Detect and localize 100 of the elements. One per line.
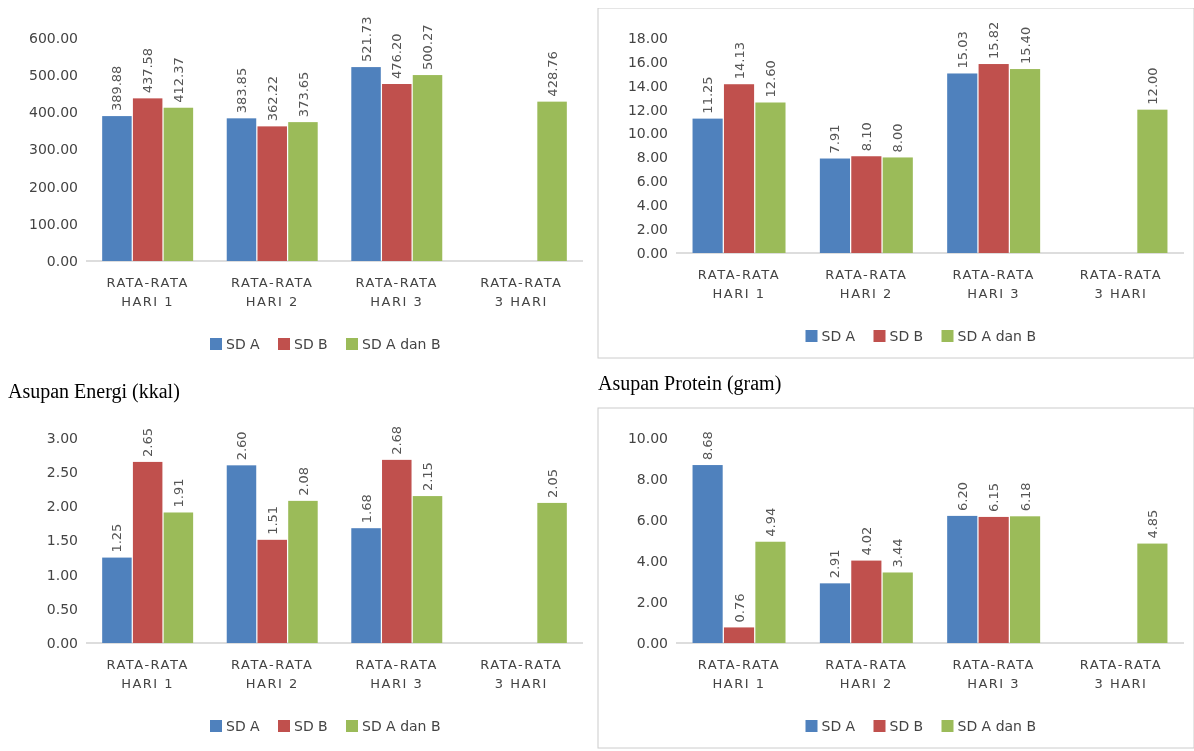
data-label: 15.03 [954,31,970,69]
y-tick-label: 16.00 [627,53,668,70]
legend-label: SD B [294,717,328,734]
x-tick-label: RATA-RATA HARI 3 [355,657,438,691]
data-label: 373.65 [295,71,311,118]
data-label: 2.91 [827,549,843,579]
legend-label: SD A [821,717,856,734]
x-tick-label: RATA-RATA HARI 1 [697,267,781,301]
bar [1009,516,1041,643]
bar [1009,69,1041,253]
x-tick-label: RATA-RATA 3 HARI [480,275,563,309]
bar [851,156,882,253]
bar [819,583,851,643]
y-tick-label: 500.00 [29,67,78,84]
bar [351,67,381,261]
legend-label: SD B [889,717,924,734]
bar [163,512,194,643]
bar [412,496,443,643]
data-label: 6.18 [1017,482,1033,512]
y-tick-label: 6.00 [636,511,668,528]
x-tick-label: RATA-RATA HARI 3 [355,275,438,309]
legend-label: SD B [294,335,328,352]
bar [947,515,978,643]
y-tick-label: 2.00 [636,593,668,610]
y-tick-label: 4.00 [636,197,668,214]
bar [102,116,132,261]
data-label: 3.44 [890,538,906,568]
data-label: 12.00 [1144,67,1160,105]
bar [692,118,723,253]
text: Asupan Energi (kkal) [8,380,180,403]
bar [257,126,287,261]
bar [288,122,318,261]
y-tick-label: 3.00 [46,429,78,446]
y-tick-label: 2.00 [46,498,78,515]
x-tick-label: RATA-RATA HARI 3 [952,657,1035,691]
data-label: 389.88 [109,65,125,112]
bar [1137,109,1168,253]
x-tick-label: RATA-RATA HARI 2 [231,275,314,309]
data-label: 8.68 [700,431,716,461]
data-label: 8.00 [890,123,906,153]
y-tick-label: 4.00 [636,552,668,569]
bar [723,84,755,253]
data-label: 2.15 [420,462,436,492]
bar [819,158,851,253]
x-tick-label: RATA-RATA 3 HARI [480,657,563,691]
data-label: 1.91 [170,478,186,508]
y-tick-label: 1.00 [46,566,78,583]
data-label: 8.10 [858,122,874,152]
data-label: 14.13 [731,42,747,80]
data-label: 362.22 [264,75,280,122]
y-tick-label: 0.50 [46,600,78,617]
y-tick-label: 18.00 [627,29,668,46]
y-tick-label: 0.00 [636,634,668,651]
data-label: 7.91 [827,124,843,154]
legend-label: SD A dan B [362,717,441,734]
bar [978,516,1009,643]
y-tick-label: 8.00 [636,149,668,166]
bar [132,98,163,261]
data-label: 0.76 [731,593,747,623]
data-label: 500.27 [420,24,436,71]
y-tick-label: 1.50 [46,532,78,549]
data-label: 2.68 [389,425,405,455]
bar [537,502,567,643]
x-tick-label: RATA-RATA HARI 1 [106,275,189,309]
y-tick-label: 10.00 [627,125,668,142]
data-label: 6.15 [986,482,1002,512]
bar [882,572,913,643]
bar [1137,543,1168,643]
y-tick-label: 100.00 [29,215,78,232]
y-tick-label: 400.00 [29,104,78,121]
bar [382,459,412,643]
data-label: 15.82 [986,21,1002,60]
bar [882,157,913,253]
legend-label: SD A [821,327,856,344]
data-label: 4.94 [762,507,778,537]
legend-label: SD A dan B [957,717,1037,734]
bar [226,118,257,261]
legend-label: SD A [226,335,261,352]
x-tick-label: RATA-RATA 3 HARI [1079,267,1163,301]
bar [851,560,882,643]
data-label: 15.40 [1017,26,1033,65]
bar [537,101,567,261]
data-label: 2.65 [140,427,156,457]
data-label: 2.60 [234,431,250,461]
bar [412,75,443,261]
legend-label: SD A dan B [957,327,1037,344]
data-label: 2.08 [295,466,311,496]
bar [288,500,318,643]
y-tick-label: 600.00 [29,29,78,46]
data-label: 521.73 [358,16,374,63]
data-label: 4.85 [1144,509,1160,539]
data-label: 383.85 [234,67,250,114]
legend-label: SD B [889,327,924,344]
bar [132,461,163,643]
text: Asupan Protein (gram) [598,372,782,395]
data-label: 2.05 [544,468,560,498]
bar [978,64,1009,253]
bar [257,539,287,643]
bar [755,541,786,643]
data-label: 6.20 [954,481,970,511]
